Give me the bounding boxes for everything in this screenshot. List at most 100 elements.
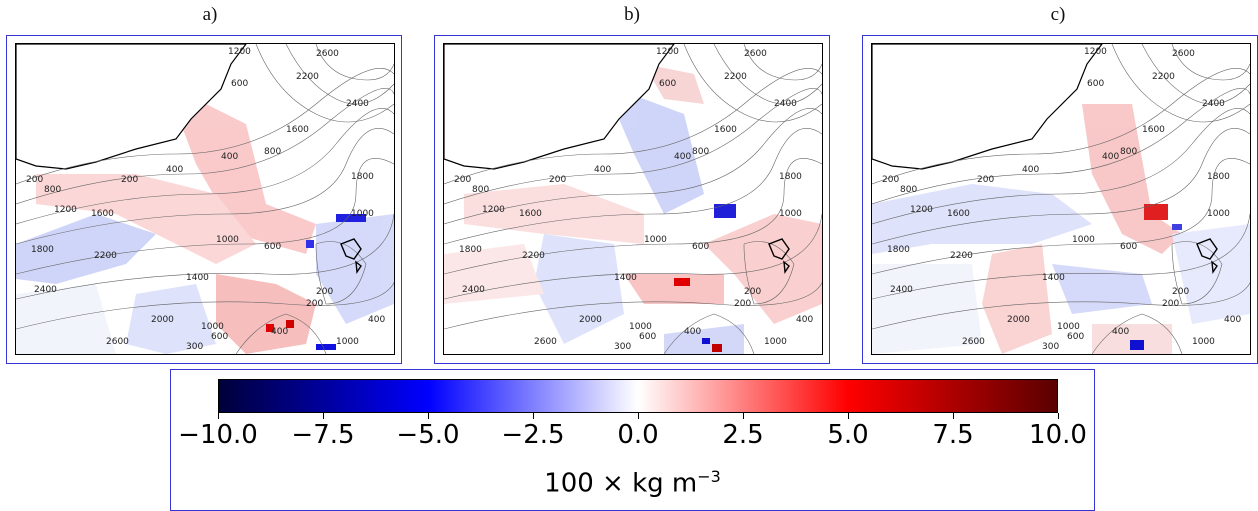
svg-text:1200: 1200 [482, 205, 505, 215]
svg-text:1200: 1200 [656, 47, 679, 57]
strong-anomaly-patches [1130, 204, 1182, 350]
svg-text:600: 600 [1067, 332, 1084, 342]
colorbar-tick-label: −10.0 [178, 420, 258, 450]
svg-text:2400: 2400 [34, 285, 57, 295]
svg-text:1400: 1400 [186, 273, 209, 283]
svg-text:800: 800 [1120, 147, 1137, 157]
svg-text:1000: 1000 [779, 209, 802, 219]
svg-text:400: 400 [1102, 152, 1119, 162]
colorbar-tick [848, 413, 849, 419]
svg-text:2000: 2000 [1007, 315, 1030, 325]
colorbar-tick [323, 413, 324, 419]
svg-text:200: 200 [454, 175, 471, 185]
colorbar-tick-label: 0.0 [617, 420, 659, 450]
svg-text:200: 200 [121, 175, 138, 185]
colorbar-tick-label: −7.5 [291, 420, 355, 450]
svg-text:2400: 2400 [890, 285, 913, 295]
svg-text:400: 400 [1022, 165, 1039, 175]
svg-text:400: 400 [271, 327, 288, 337]
bathymetry-contours [872, 44, 1250, 354]
svg-text:400: 400 [684, 327, 701, 337]
bathymetry-contours [444, 44, 822, 354]
svg-text:400: 400 [796, 315, 813, 325]
svg-text:2000: 2000 [151, 315, 174, 325]
svg-text:200: 200 [1172, 287, 1189, 297]
svg-text:1000: 1000 [629, 322, 652, 332]
panel-a-frame: 1200 2600 2200 600 2400 1600 1800 800 40… [6, 35, 402, 364]
svg-text:2600: 2600 [534, 337, 557, 347]
svg-text:200: 200 [316, 287, 333, 297]
colorbar-tick [743, 413, 744, 419]
strong-anomaly-patches [674, 204, 736, 352]
colorbar-label: 100 × kg m−3 [171, 467, 1094, 499]
svg-text:400: 400 [368, 315, 385, 325]
panel-title-c: c) [1050, 4, 1066, 25]
colorbar-tick-label: 2.5 [722, 420, 764, 450]
svg-text:1800: 1800 [887, 245, 910, 255]
panel-c-map: 1200 2600 2200 600 2400 1600 1800 800 40… [871, 43, 1251, 355]
svg-text:1200: 1200 [54, 205, 77, 215]
svg-text:1800: 1800 [351, 172, 374, 182]
svg-text:1000: 1000 [1207, 209, 1230, 219]
svg-text:600: 600 [231, 79, 248, 89]
svg-text:1800: 1800 [31, 245, 54, 255]
svg-text:200: 200 [1162, 299, 1179, 309]
svg-text:300: 300 [186, 342, 203, 352]
colorbar-tick-label: −2.5 [501, 420, 565, 450]
colorbar-tick [1058, 413, 1059, 419]
svg-text:200: 200 [734, 299, 751, 309]
colorbar-tick [638, 413, 639, 419]
svg-text:200: 200 [306, 299, 323, 309]
svg-text:1600: 1600 [947, 209, 970, 219]
svg-text:1600: 1600 [91, 209, 114, 219]
svg-text:400: 400 [1112, 327, 1129, 337]
svg-text:400: 400 [166, 165, 183, 175]
svg-text:400: 400 [221, 152, 238, 162]
svg-text:1600: 1600 [714, 125, 737, 135]
svg-text:1800: 1800 [459, 245, 482, 255]
contour-labels: 1200 2600 2200 600 2400 1600 1800 800 40… [882, 47, 1241, 352]
svg-text:1800: 1800 [779, 172, 802, 182]
bathymetry-contours [16, 44, 394, 354]
svg-text:800: 800 [900, 185, 917, 195]
panel-title-b: b) [624, 4, 640, 25]
anomaly-field [872, 104, 1250, 354]
svg-text:2200: 2200 [522, 251, 545, 261]
panel-title-a: a) [202, 4, 218, 25]
svg-text:600: 600 [264, 242, 281, 252]
svg-text:200: 200 [549, 175, 566, 185]
colorbar-tick [953, 413, 954, 419]
svg-text:1600: 1600 [519, 209, 542, 219]
panel-c-frame: 1200 2600 2200 600 2400 1600 1800 800 40… [862, 35, 1258, 364]
svg-text:200: 200 [882, 175, 899, 185]
colorbar-tick [533, 413, 534, 419]
svg-text:2200: 2200 [94, 251, 117, 261]
svg-text:600: 600 [1087, 79, 1104, 89]
strong-anomaly-patches [266, 214, 366, 350]
svg-text:1200: 1200 [1084, 47, 1107, 57]
svg-text:800: 800 [264, 147, 281, 157]
svg-text:600: 600 [639, 332, 656, 342]
svg-text:2600: 2600 [1172, 49, 1195, 59]
colorbar-label-text: 100 × kg m [544, 468, 698, 499]
svg-text:600: 600 [211, 332, 228, 342]
colorbar-tick [428, 413, 429, 419]
svg-text:1000: 1000 [336, 337, 359, 347]
svg-text:200: 200 [744, 287, 761, 297]
svg-text:300: 300 [614, 342, 631, 352]
colorbar-tick [218, 413, 219, 419]
faroe-islands [1196, 238, 1218, 275]
svg-text:1200: 1200 [910, 205, 933, 215]
svg-text:2000: 2000 [579, 315, 602, 325]
svg-text:1000: 1000 [1072, 235, 1095, 245]
svg-text:2600: 2600 [962, 337, 985, 347]
svg-text:300: 300 [1042, 342, 1059, 352]
svg-text:1000: 1000 [201, 322, 224, 332]
panel-b-frame: 1200 2600 2200 600 2400 1600 1800 800 40… [434, 35, 830, 364]
svg-text:2400: 2400 [346, 99, 369, 109]
svg-text:1000: 1000 [1192, 337, 1215, 347]
faroe-islands [340, 238, 362, 275]
svg-text:2400: 2400 [774, 99, 797, 109]
svg-text:2600: 2600 [106, 337, 129, 347]
svg-text:1000: 1000 [764, 337, 787, 347]
